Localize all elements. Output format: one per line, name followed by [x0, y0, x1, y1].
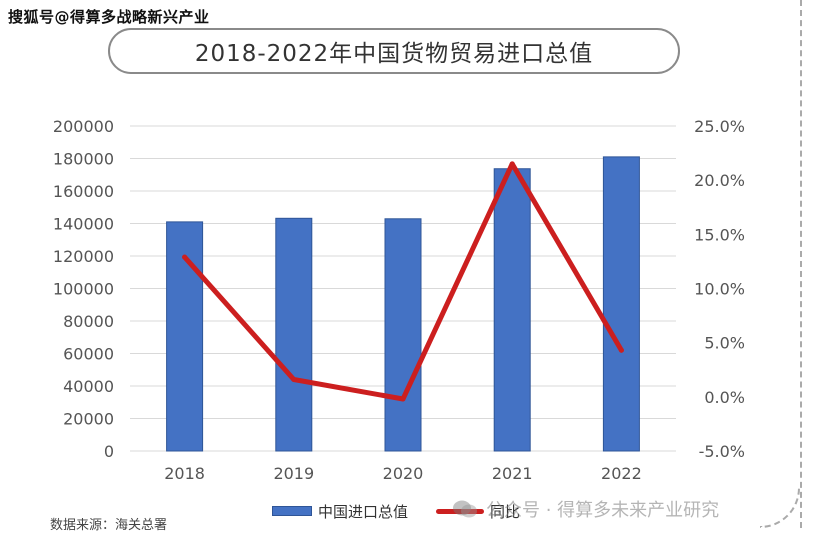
x-tick-label: 2020: [383, 464, 424, 483]
legend-bar: 中国进口总值: [272, 500, 408, 522]
y-left-tick-label: 180000: [53, 150, 114, 169]
legend-line-swatch: [436, 508, 484, 514]
x-tick-label: 2018: [164, 464, 205, 483]
y-left-tick-label: 120000: [53, 247, 114, 266]
line-point: [182, 254, 188, 260]
x-tick-label: 2022: [601, 464, 642, 483]
y-right-tick-label: 20.0%: [694, 171, 745, 190]
watermark-bottom-text: 公众号 · 得算多未来产业研究: [486, 500, 720, 521]
line-point: [291, 377, 297, 382]
y-left-tick-label: 200000: [53, 117, 114, 136]
legend-bar-swatch: [272, 506, 312, 516]
y-right-tick-label: 25.0%: [694, 117, 745, 136]
line-point: [509, 161, 515, 167]
frame-border-right: [800, 0, 802, 528]
line-point: [618, 347, 624, 353]
bar: [275, 217, 313, 452]
bar: [384, 218, 422, 452]
x-tick-label: 2019: [273, 464, 314, 483]
data-source: 数据来源：海关总署: [50, 518, 168, 533]
y-left-tick-label: 80000: [63, 312, 114, 331]
watermark-top: 搜狐号@得算多战略新兴产业: [8, 8, 210, 26]
wechat-icon: [453, 500, 477, 518]
y-left-tick-label: 20000: [63, 410, 114, 429]
y-left-tick-label: 40000: [63, 377, 114, 396]
y-left-tick-label: 140000: [53, 215, 114, 234]
y-right-tick-label: 15.0%: [694, 225, 745, 244]
watermark-bottom: 公众号 · 得算多未来产业研究: [452, 496, 719, 522]
legend-line: 同比: [436, 500, 520, 522]
y-right-tick-label: -5.0%: [699, 442, 745, 461]
y-right-tick-label: 0.0%: [704, 388, 745, 407]
y-right-tick-label: 10.0%: [694, 280, 745, 299]
y-right-tick-label: 5.0%: [704, 334, 745, 353]
legend-line-label: 同比: [490, 502, 521, 521]
y-left-tick-label: 100000: [53, 280, 114, 299]
bar: [493, 168, 531, 452]
x-tick-label: 2021: [492, 464, 533, 483]
y-left-tick-label: 0: [104, 442, 114, 461]
chart-title: 2018-2022年中国货物贸易进口总值: [194, 41, 594, 67]
chart-title-box: 2018-2022年中国货物贸易进口总值: [108, 28, 680, 74]
bar: [602, 156, 640, 452]
legend-bar-label: 中国进口总值: [318, 502, 409, 521]
y-left-tick-label: 160000: [53, 182, 114, 201]
line-point: [400, 396, 406, 402]
y-left-tick-label: 60000: [63, 345, 114, 364]
